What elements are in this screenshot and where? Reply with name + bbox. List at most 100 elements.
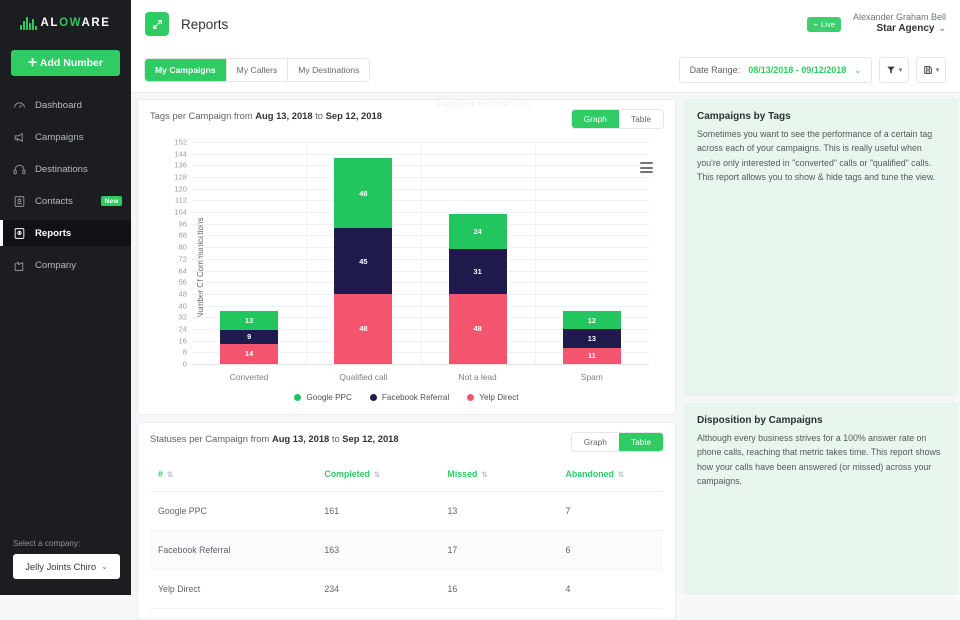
toggle-graph[interactable]: Graph	[571, 110, 619, 128]
live-status-badge[interactable]: ⌁ Live	[807, 16, 841, 32]
bar-segment[interactable]: 48	[448, 293, 507, 364]
plot-area: 0 8 16 24 32 40 48 56 64 72 80 88 96 104 112 120 128 136 1…	[174, 138, 649, 382]
chevron-down-icon: ⌄	[101, 562, 108, 571]
y-axis-tick: 0	[182, 359, 187, 369]
expand-arrows-icon[interactable]	[145, 12, 169, 36]
company-picker-label: Select a company:	[13, 539, 81, 548]
tags-per-campaign-card: Tags per Campaign from Aug 13, 2018 to S…	[137, 99, 676, 415]
y-axis-tick: 104	[174, 207, 187, 217]
add-number-button[interactable]: ✛ Add Number	[11, 50, 120, 76]
stacked-bar[interactable]: 48 45 48	[334, 142, 393, 364]
date-range-label: Date Range:	[689, 65, 741, 75]
chart-title-to: Sep 12, 2018	[325, 110, 382, 121]
table-row[interactable]: Yelp Direct 234 16 4	[150, 569, 663, 609]
bar-segment[interactable]: 9	[220, 330, 279, 344]
chevron-down-icon: ⌄	[854, 65, 861, 75]
column-header-missed[interactable]: Missed ⇅	[447, 455, 566, 492]
company-select-value: Jelly Joints Chiro	[25, 561, 97, 572]
brand-name: ALOWARE	[40, 17, 111, 29]
cell-name: Yelp Direct	[150, 569, 325, 609]
graph-table-toggle: Graph Table	[571, 110, 663, 128]
sidebar-item-contacts[interactable]: Contacts New	[0, 188, 131, 214]
waveform-icon	[20, 16, 37, 30]
megaphone-icon	[13, 131, 26, 144]
content: Tags per Campaign from Aug 13, 2018 to S…	[131, 93, 960, 620]
bar-segment[interactable]: 13	[220, 311, 279, 331]
legend-item[interactable]: Facebook Referral	[369, 393, 449, 402]
toggle-table[interactable]: Table	[618, 433, 663, 451]
info-panel-title: Disposition by Campaigns	[697, 415, 823, 426]
legend-label: Google PPC	[306, 393, 352, 402]
bar-segment[interactable]: 48	[334, 293, 393, 364]
bar-segment[interactable]: 12	[562, 311, 621, 329]
column-header-name[interactable]: # ⇅	[150, 455, 325, 492]
table-head: # ⇅ Completed ⇅ Missed ⇅ Abandoned ⇅	[150, 455, 663, 492]
sidebar-item-destinations[interactable]: Destinations	[0, 156, 131, 182]
cell-completed: 163	[324, 530, 448, 570]
stacked-bar[interactable]: 12 13 11	[562, 142, 621, 364]
legend-item[interactable]: Yelp Direct	[467, 393, 519, 402]
table-row[interactable]: Facebook Referral 163 17 6	[150, 530, 663, 570]
tab-my-campaigns[interactable]: My Campaigns	[145, 59, 227, 81]
card-header: Statuses per Campaign from Aug 13, 2018 …	[150, 433, 663, 451]
column-header-completed[interactable]: Completed ⇅	[324, 455, 448, 492]
filter-button[interactable]: ▾	[879, 57, 909, 83]
cell-abandoned: 4	[565, 569, 663, 609]
cell-completed: 234	[324, 569, 448, 609]
bar-segment[interactable]: 11	[562, 347, 621, 364]
cell-missed: 16	[447, 569, 566, 609]
y-axis-tick: 96	[178, 219, 187, 229]
x-axis-label: Spam	[580, 372, 603, 382]
bar-segment[interactable]: 45	[334, 228, 393, 294]
hamburger-menu-icon[interactable]	[640, 162, 653, 173]
bar-segment[interactable]: 24	[448, 213, 507, 249]
cell-completed: 161	[324, 491, 448, 531]
stacked-bar[interactable]: 13 9 14	[220, 142, 279, 364]
toggle-graph[interactable]: Graph	[571, 433, 619, 451]
bar-segment[interactable]: 14	[220, 343, 279, 364]
left-column: Tags per Campaign from Aug 13, 2018 to S…	[131, 99, 676, 620]
bar-segment[interactable]: 48	[334, 158, 393, 229]
table-title-mid: to	[329, 433, 343, 444]
table-body: Google PPC 161 13 7 Facebook Referral 16…	[150, 491, 663, 609]
y-axis-tick: 112	[174, 195, 187, 205]
statuses-table: # ⇅ Completed ⇅ Missed ⇅ Abandoned ⇅ Google …	[150, 455, 663, 609]
sidebar-item-dashboard[interactable]: Dashboard	[0, 92, 131, 118]
date-range-picker[interactable]: Date Range: 08/13/2018 - 09/12/2018 ⌄	[678, 57, 872, 83]
toggle-table[interactable]: Table	[618, 110, 663, 128]
y-axis-tick: 144	[174, 149, 187, 159]
y-axis-tick: 32	[178, 312, 187, 322]
report-tabs: My Campaigns My Callers My Destinations	[145, 59, 370, 81]
column-header-abandoned[interactable]: Abandoned ⇅	[565, 455, 663, 492]
tab-my-destinations[interactable]: My Destinations	[288, 59, 370, 81]
graph-table-toggle: Graph Table	[571, 433, 663, 451]
sidebar-item-campaigns[interactable]: Campaigns	[0, 124, 131, 150]
x-axis-label: Not a lead	[458, 372, 497, 382]
bar-segment[interactable]: 13	[562, 328, 621, 348]
tab-my-callers[interactable]: My Callers	[226, 59, 289, 81]
user-menu[interactable]: Alexander Graham Bell Star Agency ⌄	[853, 12, 946, 36]
cell-missed: 13	[447, 491, 566, 531]
main-area: Reports ⌁ Live Alexander Graham Bell Sta…	[131, 0, 960, 620]
chart-title-prefix: Tags per Campaign from	[150, 110, 256, 121]
cell-name: Google PPC	[150, 491, 325, 531]
cell-abandoned: 6	[565, 530, 663, 570]
brand-logo: ALOWARE	[0, 0, 131, 46]
table-row[interactable]: Google PPC 161 13 7	[150, 491, 663, 531]
export-save-button[interactable]: ▾	[916, 57, 946, 83]
bar-segment[interactable]: 31	[448, 248, 507, 294]
legend-color-dot	[467, 394, 475, 401]
legend-item[interactable]: Google PPC	[294, 393, 352, 402]
company-select[interactable]: Jelly Joints Chiro ⌄	[13, 554, 120, 579]
chart-title-mid: to	[312, 110, 326, 121]
plus-icon: ✛	[28, 57, 37, 69]
table-title-from: Aug 13, 2018	[271, 433, 330, 444]
info-panel-body: Sometimes you want to see the performanc…	[697, 129, 936, 182]
statuses-per-campaign-card: Statuses per Campaign from Aug 13, 2018 …	[137, 422, 676, 620]
speedometer-icon	[13, 99, 26, 112]
sidebar-item-reports[interactable]: Reports	[0, 220, 131, 246]
stacked-bar[interactable]: 24 31 48	[448, 142, 507, 364]
sidebar-item-company[interactable]: Company	[0, 252, 131, 278]
date-range-value: 08/13/2018 - 09/12/2018	[748, 65, 847, 75]
sort-icon: ⇅	[166, 470, 174, 479]
